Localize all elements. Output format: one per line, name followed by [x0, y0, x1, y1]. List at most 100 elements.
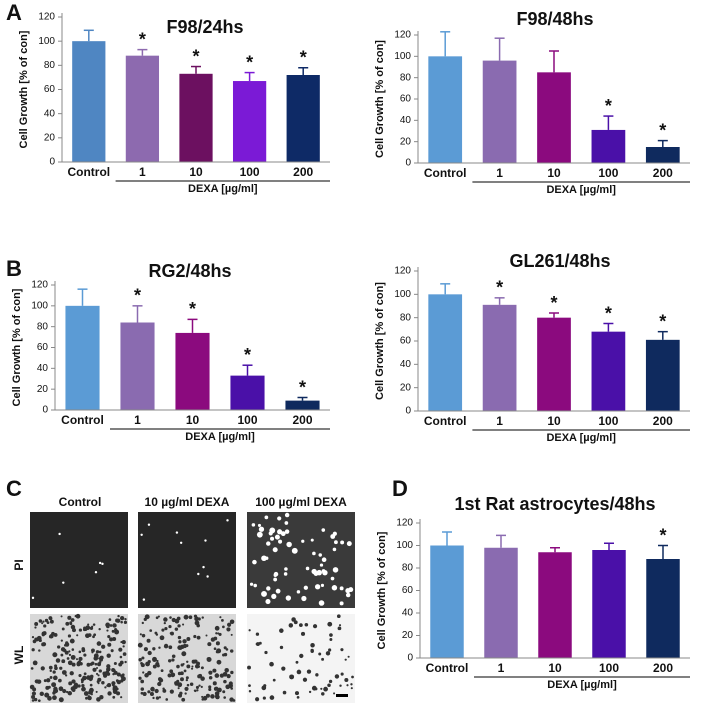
panel-label: C: [6, 476, 22, 501]
cell-speck: [184, 692, 187, 695]
cell-speck: [46, 678, 51, 683]
cell-speck: [98, 650, 102, 654]
cell-dot: [320, 601, 325, 606]
y-tick-label: 40: [37, 363, 49, 374]
cell-speck: [197, 674, 202, 679]
cell-speck: [113, 670, 118, 675]
cell-speck: [120, 620, 123, 624]
cell-speck: [81, 683, 85, 688]
cell-speck: [227, 622, 232, 627]
cell-speck: [88, 676, 92, 679]
cell-speck: [189, 682, 194, 686]
y-tick-label: 120: [394, 266, 411, 277]
y-axis-label: Cell Growth [% of con]: [376, 531, 388, 649]
x-tick-label: 1: [139, 165, 146, 179]
significance-marker: *: [139, 29, 146, 49]
cell-speck: [198, 684, 201, 687]
cell-speck: [34, 679, 38, 683]
x-tick-label: 200: [292, 413, 312, 427]
cell-dot: [202, 565, 205, 569]
cell-speck: [77, 660, 82, 664]
cell-speck: [186, 660, 189, 663]
cell-speck: [291, 617, 296, 622]
cell-speck: [217, 687, 222, 693]
cell-dot: [265, 598, 271, 605]
cell-speck: [78, 650, 82, 654]
cell-speck: [141, 621, 144, 625]
cell-speck: [78, 673, 82, 678]
cell-speck: [41, 622, 44, 625]
cell-speck: [193, 614, 198, 618]
cell-speck: [185, 678, 189, 682]
cell-speck: [107, 635, 111, 639]
cell-speck: [188, 615, 193, 620]
cell-speck: [69, 621, 73, 625]
cell-dot: [251, 523, 256, 527]
cell-speck: [91, 648, 95, 653]
micrographs: [29, 512, 355, 703]
scale-bar: [336, 694, 348, 697]
cell-speck: [71, 688, 76, 692]
cell-dot: [339, 601, 344, 606]
cell-speck: [102, 671, 107, 676]
cell-speck: [39, 691, 44, 697]
cell-speck: [207, 642, 212, 647]
cell-speck: [113, 624, 116, 628]
y-tick-label: 0: [407, 653, 413, 664]
cell-speck: [62, 688, 67, 694]
cell-speck: [350, 687, 353, 690]
cell-speck: [81, 686, 86, 692]
cell-speck: [81, 648, 86, 653]
cell-speck: [43, 624, 47, 628]
cell-speck: [327, 621, 333, 627]
y-tick-label: 60: [400, 94, 412, 105]
cell-dot: [62, 581, 65, 584]
cell-speck: [230, 633, 233, 636]
x-axis-label: DEXA [µg/ml]: [546, 432, 616, 444]
cell-speck: [350, 683, 353, 686]
cell-dot: [253, 583, 258, 588]
cell-dot: [334, 540, 338, 545]
significance-marker: *: [659, 120, 666, 140]
cell-speck: [183, 614, 189, 620]
bar: [72, 41, 106, 162]
bar: [120, 322, 155, 410]
cell-speck: [112, 636, 117, 642]
significance-marker: *: [550, 293, 557, 313]
cell-speck: [53, 675, 58, 681]
bar: [65, 305, 100, 410]
cell-speck: [224, 668, 229, 673]
cell-speck: [347, 655, 350, 658]
cell-speck: [96, 697, 101, 702]
cell-speck: [61, 670, 67, 675]
cell-speck: [338, 624, 342, 627]
cell-speck: [51, 682, 57, 688]
y-tick-label: 80: [400, 312, 412, 323]
cell-speck: [269, 661, 274, 667]
cell-speck: [113, 661, 117, 666]
cell-dot: [252, 559, 257, 565]
cell-speck: [156, 659, 159, 663]
cell-speck: [48, 665, 53, 670]
cell-speck: [215, 641, 220, 646]
bar: [484, 547, 518, 658]
cell-speck: [58, 686, 64, 692]
y-tick-label: 60: [37, 342, 49, 353]
cell-speck: [327, 683, 331, 688]
cell-speck: [184, 686, 189, 691]
cell-speck: [164, 627, 168, 631]
bar: [230, 375, 265, 410]
cell-speck: [169, 616, 172, 619]
image-column-label: Control: [59, 495, 102, 509]
cell-speck: [177, 682, 183, 688]
cell-speck: [228, 681, 233, 686]
cell-speck: [31, 699, 35, 702]
cell-speck: [140, 661, 143, 665]
cell-speck: [122, 645, 125, 648]
cell-speck: [30, 667, 34, 670]
cell-speck: [95, 672, 99, 676]
cell-speck: [161, 628, 165, 632]
cell-speck: [160, 669, 164, 673]
cell-speck: [92, 623, 96, 626]
